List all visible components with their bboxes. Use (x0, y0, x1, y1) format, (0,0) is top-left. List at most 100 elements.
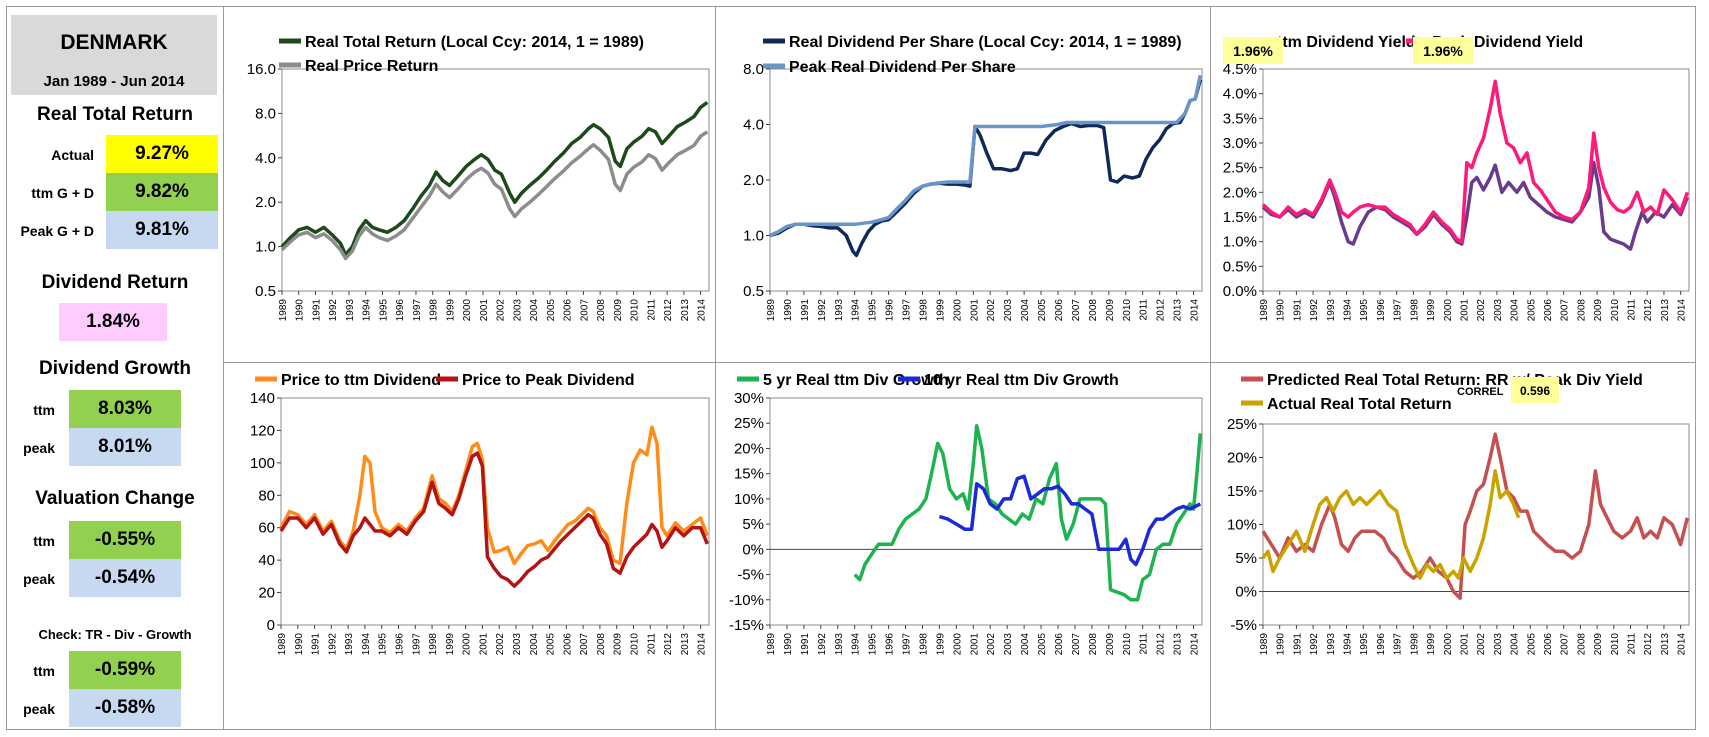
y-tick-label: -5% (737, 567, 764, 584)
x-tick-label: 2004 (1510, 633, 1521, 656)
x-tick-label: 1990 (1276, 299, 1287, 322)
x-tick-label: 2011 (1139, 299, 1150, 321)
x-tick-label: 2010 (1122, 633, 1133, 656)
x-tick-label: 2000 (1443, 633, 1454, 656)
y-tick-label: 2.0 (255, 194, 276, 211)
divider-horizontal (223, 362, 1696, 363)
x-tick-label: 2002 (1476, 633, 1487, 656)
y-tick-label: 20 (258, 585, 275, 602)
x-tick-label: 1998 (1409, 299, 1420, 322)
correl-badge (1511, 377, 1559, 403)
legend-label-2: Real Price Return (305, 58, 438, 75)
chart-real-total-return: 0.5 1.0 2.0 4.0 8.0 16.0 1989 1990 1991 1992 1993 1… (247, 34, 710, 322)
y-tick-label: 25% (734, 415, 764, 432)
legend-label-2: 10 yr Real ttm Div Growth (924, 372, 1119, 389)
y-tick-label: 4.0% (1223, 86, 1257, 103)
y-tick-label: 3.5% (1223, 110, 1257, 127)
x-tick-label: 1992 (327, 633, 338, 656)
x-tick-label: 2012 (1156, 299, 1167, 322)
y-tick-label: 5% (1235, 550, 1257, 567)
x-tick-label: 1993 (1326, 299, 1337, 322)
x-tick-label: 1990 (1276, 633, 1287, 656)
plot-area (769, 68, 1203, 292)
x-tick-label: 2005 (1526, 633, 1537, 656)
legend-label-1: Real Total Return (Local Ccy: 2014, 1 = … (305, 34, 644, 51)
series-line-1 (280, 100, 709, 257)
x-tick-label: 1995 (378, 633, 389, 656)
x-tick-label: 1989 (277, 633, 288, 656)
x-tick-label: 2013 (1660, 299, 1671, 322)
x-tick-label: 1994 (1343, 299, 1354, 322)
plot-area (769, 397, 1203, 626)
correl-label: CORREL (1457, 386, 1504, 398)
x-tick-label: 2000 (952, 633, 963, 656)
x-tick-label: 2008 (1088, 633, 1099, 656)
y-tick-label: 0.0% (1223, 283, 1257, 300)
plot-area (281, 68, 710, 292)
x-tick-label: 2003 (1003, 299, 1014, 322)
legend-label-2: Price to Peak Dividend (462, 372, 635, 389)
x-tick-label: 1999 (445, 299, 456, 322)
x-tick-label: 2013 (680, 633, 691, 656)
check-ttm-label: ttm (33, 663, 55, 679)
x-tick-label: 1996 (394, 633, 405, 656)
x-tick-label: 2001 (1459, 633, 1470, 656)
x-tick-label: 1992 (817, 633, 828, 656)
valuation-ttm-value: -0.55% (69, 521, 181, 559)
dashboard-frame (6, 6, 1696, 730)
x-tick-label: 2001 (479, 299, 490, 322)
x-tick-label: 2014 (1190, 299, 1201, 322)
x-tick-label: 2010 (629, 633, 640, 656)
x-tick-label: 2006 (563, 299, 574, 322)
y-tick-label: 1.0 (743, 228, 764, 245)
divider-mid2 (1210, 6, 1211, 730)
x-tick-label: 1995 (1359, 633, 1370, 656)
dividend-return-heading: Dividend Return (41, 272, 189, 293)
country-header: DENMARK Jan 1989 - Jun 2014 (11, 15, 217, 95)
x-tick-label: 2011 (1627, 299, 1638, 321)
x-tick-label: 1991 (1292, 299, 1303, 322)
x-tick-label: 2003 (512, 633, 523, 656)
legend-label-1: Price to ttm Dividend (281, 372, 441, 389)
legend-label-2: Peak Real Dividend Per Share (789, 59, 1016, 76)
growth-peak-value: 8.01% (69, 428, 181, 466)
yield-badge (1223, 37, 1283, 64)
x-tick-label: 1990 (783, 299, 794, 322)
y-tick-label: 1.0% (1223, 234, 1257, 251)
y-tick-label: 5% (742, 516, 764, 533)
plot-area (280, 397, 710, 626)
series-line-1 (1261, 160, 1689, 251)
x-tick-label: 2007 (579, 299, 590, 322)
x-tick-label: 2000 (1443, 299, 1454, 322)
x-tick-label: 2002 (1476, 299, 1487, 322)
growth-peak-label: peak (23, 440, 55, 456)
x-tick-label: 1995 (378, 299, 389, 322)
period-range: Jan 1989 - Jun 2014 (43, 73, 185, 90)
actual-label: Actual (51, 147, 94, 163)
x-tick-label: 1992 (328, 299, 339, 322)
x-tick-label: 2010 (1610, 633, 1621, 656)
valuation-peak-label: peak (23, 571, 55, 587)
x-tick-label: 2002 (986, 633, 997, 656)
series-line-2 (280, 130, 709, 261)
y-tick-label: 40 (258, 552, 275, 569)
x-tick-label: 2007 (1560, 633, 1571, 656)
x-tick-label: 2006 (1543, 633, 1554, 656)
x-tick-label: 2007 (1071, 633, 1082, 656)
x-tick-label: 2007 (1560, 299, 1571, 322)
x-tick-label: 2001 (478, 633, 489, 656)
check-peak-value: -0.58% (69, 689, 181, 727)
y-tick-label: 10% (1227, 517, 1257, 534)
x-tick-label: 1993 (834, 299, 845, 322)
dividend-return-value: 1.84% (59, 303, 167, 341)
x-tick-label: 2003 (1003, 633, 1014, 656)
x-tick-label: 1992 (1309, 299, 1320, 322)
x-tick-label: 1994 (851, 633, 862, 656)
x-tick-label: 1989 (1259, 633, 1270, 656)
x-tick-label: 1994 (361, 633, 372, 656)
x-tick-label: 2010 (630, 299, 641, 322)
x-tick-label: 2009 (613, 299, 624, 322)
x-tick-label: 2013 (1173, 299, 1184, 322)
x-tick-label: 2004 (529, 299, 540, 322)
chart-dividend-yield: 0.0% 0.5% 1.0% 1.5% 2.0% 2.5% 3.0% 3.5% 4.0% 4.5%… (1223, 34, 1690, 322)
